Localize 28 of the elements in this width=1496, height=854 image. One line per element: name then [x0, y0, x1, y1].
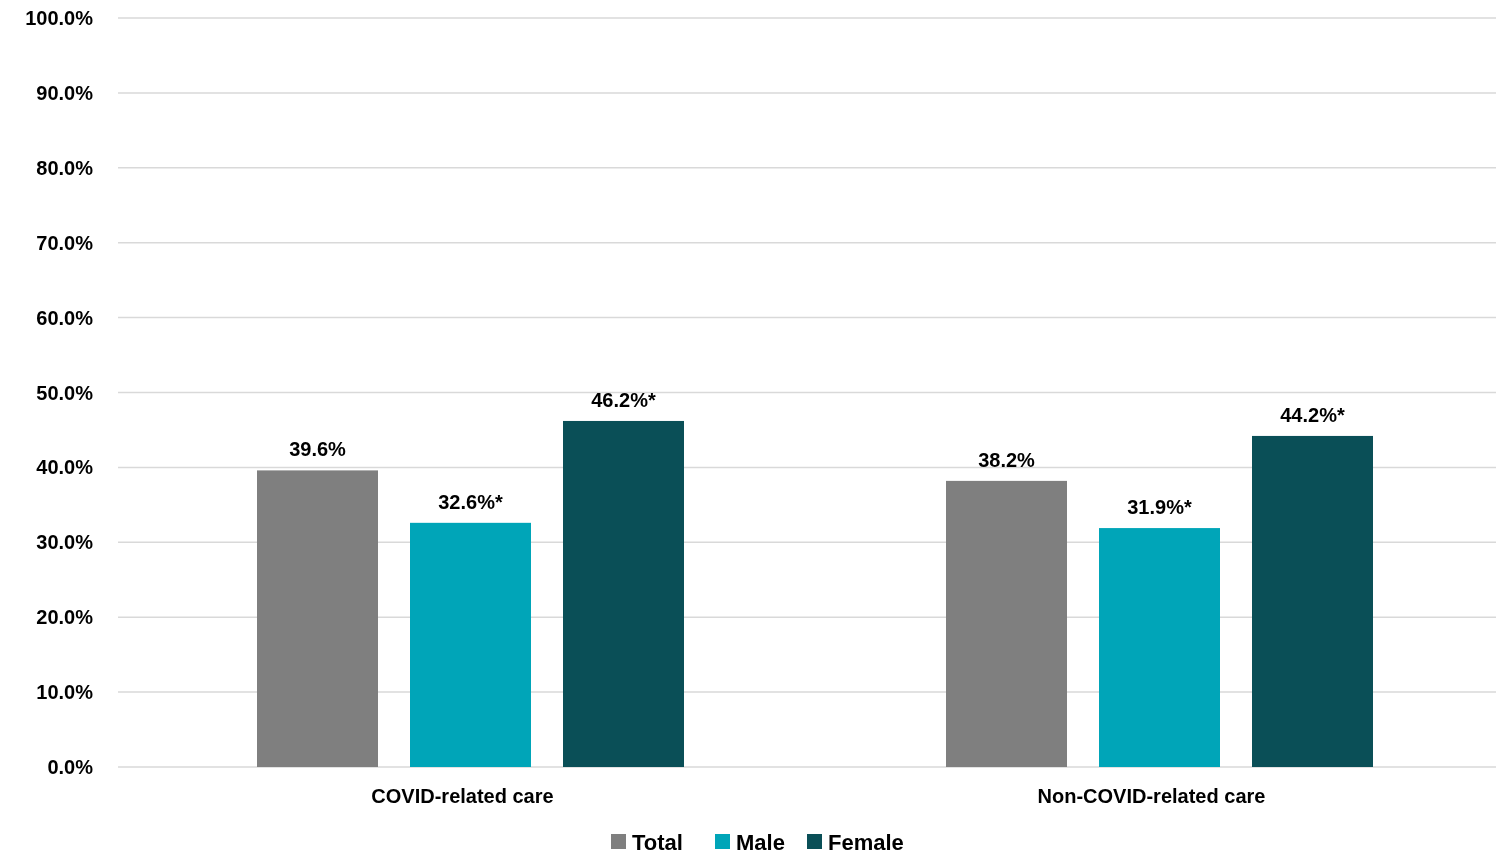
y-tick-label: 60.0% — [36, 306, 94, 329]
bar — [563, 420, 684, 767]
bar — [410, 522, 531, 767]
bar — [257, 470, 378, 767]
y-tick-label: 0.0% — [47, 756, 94, 778]
y-tick-label: 100.0% — [25, 7, 94, 29]
bar — [1099, 528, 1220, 767]
y-tick-label: 30.0% — [36, 531, 94, 554]
data-label: 46.2%* — [591, 388, 656, 411]
y-tick-label: 50.0% — [36, 381, 94, 404]
data-label: 44.2%* — [1280, 403, 1345, 426]
data-label: 31.9%* — [1127, 496, 1192, 519]
x-tick-label: Non-COVID-related care — [1037, 785, 1266, 807]
y-tick-label: 40.0% — [36, 456, 94, 479]
y-tick-label: 10.0% — [36, 681, 94, 704]
y-tick-label: 20.0% — [36, 606, 94, 629]
bar — [1252, 435, 1373, 767]
y-tick-label: 80.0% — [36, 156, 94, 179]
legend-label: Female — [828, 829, 904, 854]
legend-label: Total — [632, 829, 683, 854]
data-label: 32.6%* — [438, 490, 503, 513]
data-label: 38.2% — [978, 448, 1036, 471]
bar — [946, 480, 1067, 767]
x-tick-label: COVID-related care — [371, 785, 554, 807]
y-tick-label: 70.0% — [36, 231, 94, 254]
y-tick-label: 90.0% — [36, 81, 94, 104]
data-label: 39.6% — [289, 438, 347, 461]
legend-label: Male — [736, 829, 785, 854]
